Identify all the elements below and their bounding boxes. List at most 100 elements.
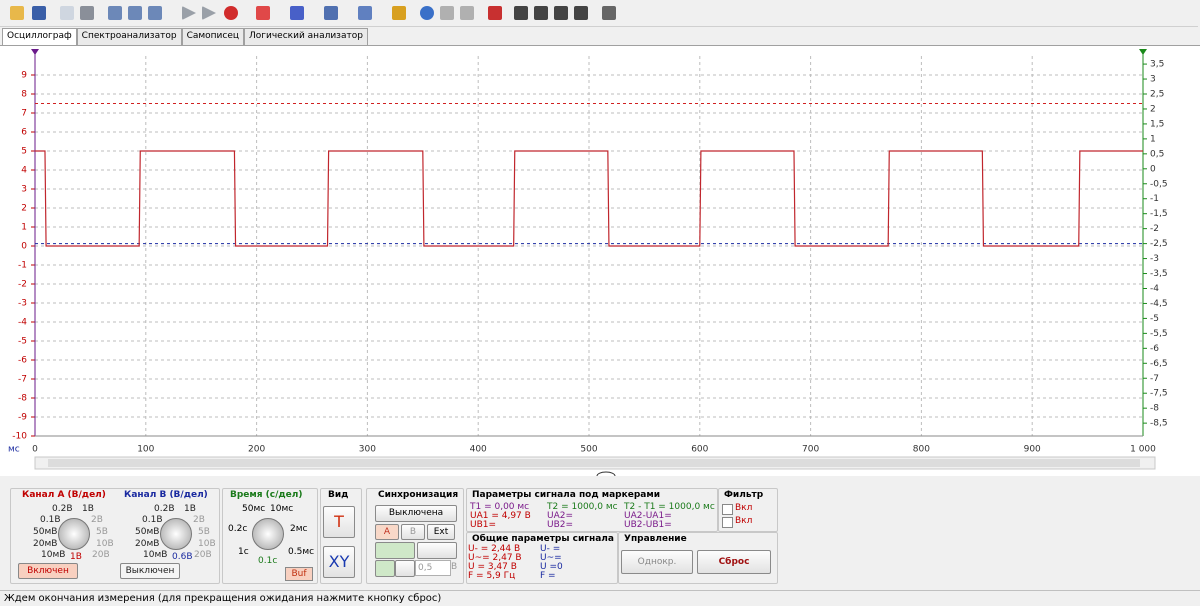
scale-label: 0.2В xyxy=(52,504,73,514)
signal-icon[interactable] xyxy=(256,6,270,20)
y-tick-label: 5 xyxy=(21,147,27,157)
scale-label: 10мс xyxy=(270,504,294,514)
x-tick-label: 0 xyxy=(32,445,38,455)
chip-icon[interactable] xyxy=(574,6,588,20)
control-title: Управление xyxy=(624,534,687,544)
y2-tick-label: 3,5 xyxy=(1150,60,1164,70)
y2-tick-label: 2,5 xyxy=(1150,90,1164,100)
param-b: F = xyxy=(540,571,556,581)
tab[interactable]: Осциллограф xyxy=(2,28,77,45)
tab[interactable]: Самописец xyxy=(181,28,245,45)
screen-icon[interactable] xyxy=(440,6,454,20)
channel-button[interactable]: Включен xyxy=(18,563,78,579)
chip-icon[interactable] xyxy=(534,6,548,20)
scroll-thumb xyxy=(48,459,1140,467)
param-b: U =0 xyxy=(540,562,563,572)
reset-button[interactable]: Сброс xyxy=(697,550,771,574)
buf-button[interactable]: Buf xyxy=(285,567,313,581)
toolbar xyxy=(0,0,1198,27)
chip-icon[interactable] xyxy=(514,6,528,20)
x-unit: мс xyxy=(8,445,20,455)
checkbox[interactable] xyxy=(722,517,733,528)
marker-icon[interactable] xyxy=(488,6,502,20)
y-tick-label: 0 xyxy=(21,242,27,252)
source-button[interactable]: B xyxy=(401,524,425,540)
x-tick-label: 800 xyxy=(913,445,930,455)
refresh-icon[interactable] xyxy=(420,6,434,20)
open-icon[interactable] xyxy=(10,6,24,20)
zoom-icon[interactable] xyxy=(128,6,142,20)
y2-tick-label: -6 xyxy=(1150,344,1159,354)
y-tick-label: -5 xyxy=(18,337,27,347)
knob[interactable] xyxy=(160,518,192,550)
scale-label: 10мВ xyxy=(143,550,168,560)
t-button[interactable]: T xyxy=(323,506,355,538)
signal-icon[interactable] xyxy=(290,6,304,20)
y-tick-label: 4 xyxy=(21,166,27,176)
probe-icon[interactable] xyxy=(392,6,406,20)
view-title: Вид xyxy=(328,490,349,500)
xy-button[interactable]: XY xyxy=(323,546,355,578)
edge-button[interactable] xyxy=(375,560,395,577)
scale-label: 50мВ xyxy=(33,527,58,537)
chip-icon[interactable] xyxy=(554,6,568,20)
general-title: Общие параметры сигнала xyxy=(472,534,614,544)
chip-icon[interactable] xyxy=(602,6,616,20)
scale-label: 0.2В xyxy=(154,504,175,514)
general-group xyxy=(466,532,618,584)
zoom-icon[interactable] xyxy=(108,6,122,20)
edge-button[interactable] xyxy=(375,542,415,559)
param-b: U- = xyxy=(540,544,561,554)
checkbox[interactable] xyxy=(722,504,733,515)
level-unit: В xyxy=(451,562,458,572)
save-icon[interactable] xyxy=(32,6,46,20)
knob[interactable] xyxy=(58,518,90,550)
screen-icon[interactable] xyxy=(460,6,474,20)
level-input[interactable]: 0,5 xyxy=(415,560,451,576)
x-tick-label: 400 xyxy=(470,445,487,455)
x-tick-label: 200 xyxy=(248,445,265,455)
y2-tick-label: -3,5 xyxy=(1150,269,1168,279)
filter-group xyxy=(718,488,778,532)
source-button[interactable]: A xyxy=(375,524,399,540)
scale-label: 1с xyxy=(238,547,249,557)
time-group xyxy=(222,488,318,584)
zoom-icon[interactable] xyxy=(148,6,162,20)
status-bar: Ждем окончания измерения (для прекращени… xyxy=(0,590,1200,606)
print-icon[interactable] xyxy=(80,6,94,20)
y2-tick-label: -2,5 xyxy=(1150,239,1168,249)
param-a: U = 3,47 В xyxy=(468,562,517,572)
single-button[interactable]: Однокр. xyxy=(621,550,693,574)
scale-label: 50мВ xyxy=(135,527,160,537)
calc-icon[interactable] xyxy=(324,6,338,20)
scale-label: 2мс xyxy=(290,524,308,534)
scale-label: 10мВ xyxy=(41,550,66,560)
scale-label: 10В xyxy=(198,539,216,549)
stop-icon[interactable] xyxy=(224,6,238,20)
x-tick-label: 1 000 xyxy=(1130,445,1156,455)
y-tick-label: -2 xyxy=(18,280,27,290)
channel-button[interactable]: Выключен xyxy=(120,563,180,579)
scale-label: 5В xyxy=(96,527,108,537)
knob[interactable] xyxy=(252,518,284,550)
source-button[interactable]: Ext xyxy=(427,524,455,540)
edge-button[interactable] xyxy=(395,560,415,577)
preview-icon[interactable] xyxy=(60,6,74,20)
edge-button[interactable] xyxy=(417,542,457,559)
tab[interactable]: Спектроанализатор xyxy=(76,28,182,45)
math-icon[interactable] xyxy=(358,6,372,20)
tab[interactable]: Логический анализатор xyxy=(244,28,368,45)
filter-title: Фильтр xyxy=(724,490,764,500)
x-tick-label: 600 xyxy=(691,445,708,455)
scale-label: 0.1В xyxy=(142,515,163,525)
y2-tick-label: -2 xyxy=(1150,224,1159,234)
sync-mode-button[interactable]: Выключена xyxy=(375,505,457,522)
scale-label: 1В xyxy=(82,504,94,514)
y2-tick-label: -8 xyxy=(1150,404,1159,414)
y2-tick-label: -0,5 xyxy=(1150,179,1168,189)
y-tick-label: -7 xyxy=(18,375,27,385)
y2-tick-label: -4,5 xyxy=(1150,299,1168,309)
y2-tick-label: 1 xyxy=(1150,134,1156,144)
